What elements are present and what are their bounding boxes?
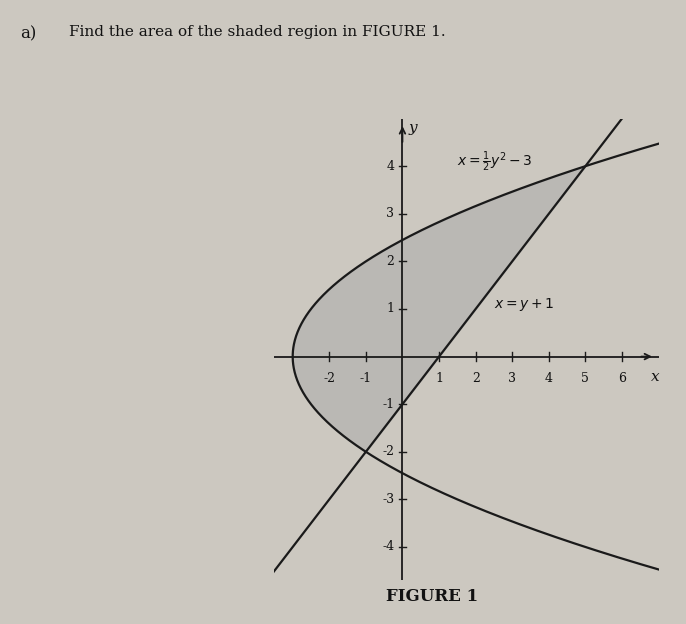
Text: 3: 3 — [508, 372, 516, 385]
Text: Find the area of the shaded region in FIGURE 1.: Find the area of the shaded region in FI… — [69, 25, 445, 39]
Text: $x = y + 1$: $x = y + 1$ — [494, 296, 554, 313]
Text: x: x — [650, 370, 659, 384]
Text: 4: 4 — [545, 372, 553, 385]
Text: $x = \frac{1}{2}y^2 - 3$: $x = \frac{1}{2}y^2 - 3$ — [458, 149, 533, 173]
Text: 2: 2 — [472, 372, 480, 385]
Text: -1: -1 — [359, 372, 372, 385]
Text: 6: 6 — [618, 372, 626, 385]
Text: -1: -1 — [382, 397, 394, 411]
Text: 4: 4 — [386, 160, 394, 173]
Text: 2: 2 — [386, 255, 394, 268]
Text: 1: 1 — [435, 372, 443, 385]
Text: -3: -3 — [382, 493, 394, 506]
Text: FIGURE 1: FIGURE 1 — [386, 588, 478, 605]
Text: -4: -4 — [382, 540, 394, 553]
Text: 5: 5 — [582, 372, 589, 385]
Text: -2: -2 — [382, 446, 394, 458]
Text: y: y — [409, 121, 418, 135]
Text: a): a) — [21, 25, 37, 42]
Text: 3: 3 — [386, 207, 394, 220]
Text: 1: 1 — [386, 303, 394, 316]
Text: -2: -2 — [323, 372, 335, 385]
